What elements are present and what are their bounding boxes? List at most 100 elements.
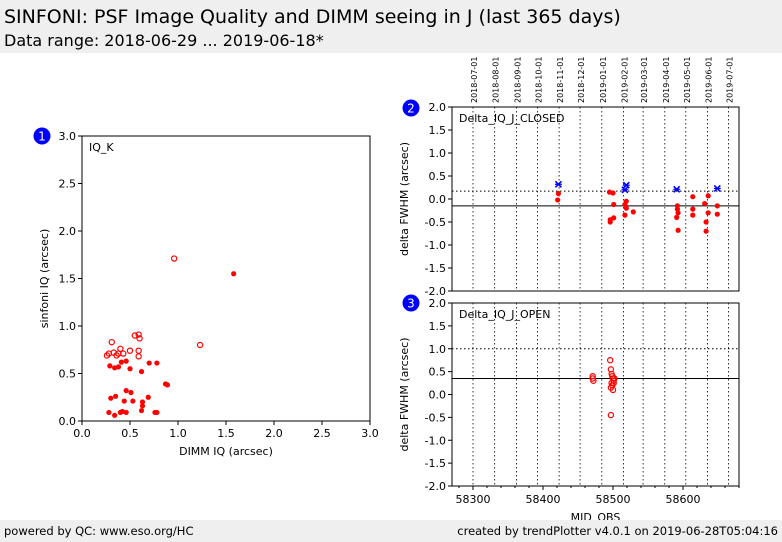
data-point-hollow — [196, 341, 204, 349]
data-point — [674, 214, 680, 220]
y-tick-label: 0.0 — [59, 415, 77, 428]
panel-1-frame — [81, 135, 371, 422]
x-tick-label: 2.5 — [313, 427, 331, 440]
panel-2-ylabel: delta FWHM (arcsec) — [398, 142, 411, 256]
y-tick-label: 1.0 — [59, 320, 77, 333]
data-point-filled — [164, 382, 171, 388]
data-point — [623, 205, 629, 211]
panel-3-badge — [402, 294, 420, 312]
header-bar: SINFONI: PSF Image Quality and DIMM seei… — [0, 0, 782, 53]
data-point-filled — [145, 394, 151, 400]
data-point-filled — [123, 358, 129, 364]
y-tick-label: 2.0 — [59, 225, 77, 238]
x-tick-label: 58400 — [526, 493, 561, 506]
data-point — [703, 219, 709, 225]
data-point — [714, 203, 720, 209]
data-point-hollow — [131, 332, 138, 339]
data-point-filled — [123, 388, 129, 394]
x-tick-label: 0.5 — [121, 427, 139, 440]
panel-2-label: Delta_IQ_J_CLOSED — [459, 112, 564, 125]
data-point — [675, 210, 681, 216]
panel-3-ylabel: delta FWHM (arcsec) — [398, 337, 411, 451]
x-tick-label: 58500 — [596, 493, 631, 506]
data-point-hollow — [108, 338, 115, 346]
data-point-hollow — [170, 255, 178, 262]
x-tick-label: 1.5 — [217, 427, 235, 440]
y-tick-label: 1.5 — [429, 320, 447, 333]
date-tick-label: 2019-05-01 — [683, 57, 692, 104]
data-point — [607, 219, 613, 225]
data-point — [703, 228, 709, 234]
data-point-hollow — [610, 379, 617, 387]
data-point-filled — [123, 409, 129, 416]
y-tick-label: 0.5 — [429, 366, 447, 379]
data-point — [622, 212, 628, 218]
data-point-hollow — [120, 350, 127, 357]
x-tick-label: 1.0 — [169, 427, 187, 440]
y-tick-label: 2.5 — [59, 178, 77, 191]
date-tick-label: 2018-08-01 — [492, 57, 501, 104]
page-subtitle: Data range: 2018-06-29 ... 2019-06-18* — [4, 31, 324, 50]
y-tick-label: -1.5 — [425, 457, 446, 470]
y-tick-label: 1.0 — [429, 147, 447, 160]
data-point-filled — [113, 393, 119, 399]
y-tick-label: -1.5 — [425, 262, 446, 275]
panel-3-frame — [451, 302, 740, 487]
panel-1-xlabel: DIMM IQ (arcsec) — [179, 445, 273, 458]
data-point-hollow — [113, 352, 120, 359]
date-tick-label: 2018-12-01 — [577, 57, 586, 104]
data-point — [675, 227, 681, 233]
data-point-filled — [108, 395, 114, 401]
y-tick-label: -1.0 — [425, 239, 446, 252]
date-tick-label: 2018-09-01 — [513, 57, 522, 104]
y-tick-label: 1.0 — [429, 343, 447, 356]
panel-2-badge — [402, 99, 420, 117]
data-point-filled — [139, 399, 146, 405]
data-point-filled — [154, 409, 160, 416]
data-point-filled — [146, 360, 152, 366]
y-tick-label: 1.5 — [429, 124, 447, 137]
x-tick-label: 0.0 — [73, 427, 91, 440]
date-tick-label: 2019-01-01 — [599, 57, 608, 104]
data-point-hollow — [590, 377, 597, 384]
y-tick-label: -2.0 — [425, 480, 446, 493]
data-point — [714, 211, 720, 217]
data-point-hollow — [135, 353, 142, 360]
data-point-filled — [127, 366, 133, 372]
data-point — [702, 201, 708, 207]
panel-1-badge-number: 1 — [38, 130, 46, 144]
panel-1-badge — [33, 127, 51, 145]
y-tick-label: 0.5 — [59, 368, 77, 381]
data-point-hollow — [117, 345, 124, 352]
y-tick-label: 0.0 — [429, 389, 447, 402]
panel-3-points — [589, 356, 618, 419]
y-tick-label: 2.0 — [429, 101, 447, 114]
data-point-hollow — [126, 347, 134, 354]
data-point-filled — [231, 271, 237, 277]
data-point-filled — [138, 369, 145, 375]
y-tick-label: 0.0 — [429, 193, 447, 206]
x-tick-label: 58300 — [456, 493, 491, 506]
y-tick-label: -0.5 — [425, 216, 446, 229]
data-point-hollow — [135, 347, 142, 354]
highlight-marker — [713, 184, 721, 192]
date-tick-label: 2018-11-01 — [556, 57, 565, 104]
data-point — [630, 209, 636, 215]
panel-1-ylabel: sinfoni IQ (arcsec) — [38, 229, 51, 328]
data-point — [690, 212, 696, 218]
data-point — [555, 197, 561, 203]
data-point — [705, 193, 711, 199]
date-tick-label: 2019-02-01 — [621, 57, 630, 104]
data-point-hollow — [607, 411, 615, 419]
data-point — [611, 201, 617, 208]
panel-1-points — [103, 255, 237, 418]
y-tick-label: 0.5 — [429, 170, 447, 183]
data-point-hollow — [135, 331, 142, 338]
data-point-filled — [115, 364, 122, 370]
data-point-filled — [106, 409, 112, 416]
y-tick-label: 3.0 — [59, 130, 77, 143]
data-point — [705, 210, 711, 216]
y-tick-label: -2.0 — [425, 285, 446, 298]
data-point — [690, 194, 696, 200]
date-tick-label: 2019-03-01 — [640, 57, 649, 104]
